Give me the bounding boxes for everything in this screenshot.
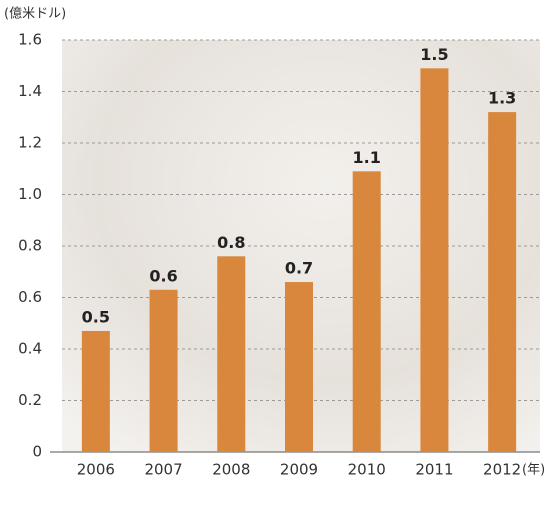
value-label: 1.1 bbox=[353, 148, 381, 167]
y-tick-label: 0.6 bbox=[18, 288, 42, 306]
bar bbox=[420, 68, 449, 452]
value-label: 0.6 bbox=[149, 266, 177, 285]
x-tick-label: 2009 bbox=[280, 461, 318, 479]
y-tick-label: 0 bbox=[32, 443, 42, 461]
value-label: 0.8 bbox=[217, 233, 245, 252]
y-tick-label: 0.4 bbox=[18, 340, 42, 358]
bar bbox=[149, 289, 178, 452]
x-axis-label: (年) bbox=[522, 463, 545, 478]
value-label: 1.5 bbox=[420, 45, 448, 64]
value-label: 1.3 bbox=[488, 89, 516, 108]
y-tick-label: 0.2 bbox=[18, 391, 42, 409]
bar bbox=[217, 256, 246, 452]
y-axis-label: (億米ドル) bbox=[4, 6, 66, 22]
value-label: 0.5 bbox=[82, 307, 110, 326]
x-tick-label: 2010 bbox=[348, 461, 386, 479]
bar bbox=[352, 171, 381, 452]
bar bbox=[488, 112, 517, 452]
x-tick-label: 2011 bbox=[415, 461, 453, 479]
x-tick-label: 2008 bbox=[212, 461, 250, 479]
x-tick-label: 2007 bbox=[144, 461, 182, 479]
y-tick-label: 1.4 bbox=[18, 82, 42, 100]
y-tick-label: 1.6 bbox=[18, 31, 42, 49]
y-tick-label: 1.2 bbox=[18, 134, 42, 152]
x-tick-label: 2006 bbox=[77, 461, 115, 479]
y-tick-label: 1.0 bbox=[18, 185, 42, 203]
x-tick-label: 2012 bbox=[483, 461, 521, 479]
value-label: 0.7 bbox=[285, 259, 313, 278]
bar bbox=[285, 282, 313, 452]
bar bbox=[81, 330, 110, 452]
y-tick-label: 0.8 bbox=[18, 237, 42, 255]
